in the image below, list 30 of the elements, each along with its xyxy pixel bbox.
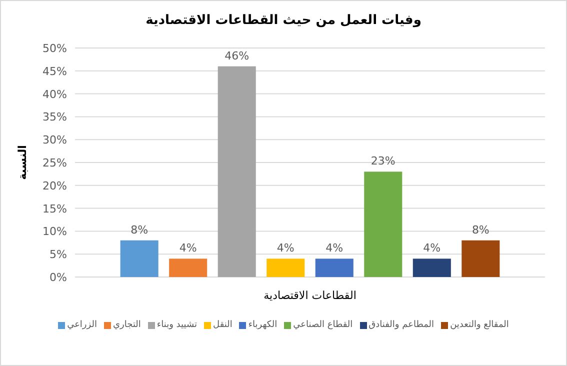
y-tick-label: 5% — [50, 248, 67, 262]
y-axis-title: النسبة — [16, 145, 29, 180]
legend-label: تشييد وبناء — [156, 320, 197, 330]
y-tick-label: 25% — [42, 156, 67, 170]
legend-label: القطاع الصناعي — [293, 320, 353, 330]
y-tick-label: 35% — [42, 110, 67, 124]
legend-label: المطاعم والفنادق — [368, 320, 434, 330]
data-label: 4% — [423, 242, 441, 255]
data-label: 46% — [224, 49, 250, 62]
legend-label: الكهرباء — [248, 320, 278, 330]
legend-label: النقل — [213, 320, 232, 330]
data-label: 4% — [179, 242, 197, 255]
x-axis-title: القطاعات الاقتصادية — [264, 289, 356, 302]
data-label: 23% — [370, 154, 396, 168]
y-tick-label: 50% — [42, 42, 67, 55]
data-label: 8% — [472, 223, 490, 236]
y-tick-label: 0% — [50, 271, 67, 284]
data-label: 4% — [276, 242, 294, 255]
y-tick-label: 45% — [42, 64, 67, 78]
y-tick-label: 40% — [42, 88, 67, 101]
y-tick-label: 10% — [42, 225, 67, 238]
y-tick-label: 20% — [42, 179, 67, 192]
chart-title: وفيات العمل من حيث القطاعات الاقتصادية — [146, 13, 422, 28]
data-label: 4% — [326, 242, 344, 255]
legend-label: التجاري — [113, 320, 141, 330]
legend-label: المقالع والتعدين — [450, 320, 509, 330]
y-tick-label: 15% — [42, 202, 67, 216]
legend-label: الزراعي — [67, 320, 97, 330]
data-label: 8% — [130, 223, 148, 236]
y-tick-label: 30% — [42, 134, 67, 147]
